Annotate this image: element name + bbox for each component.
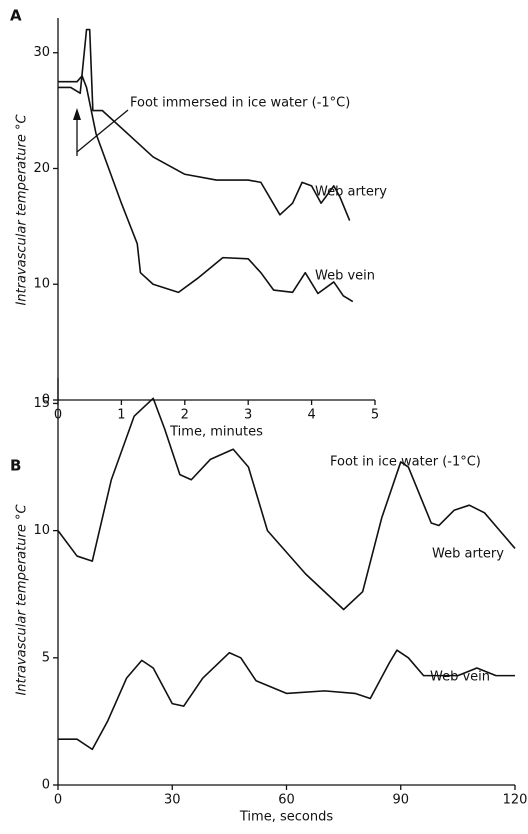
y-tick-label: 20 [33,161,50,176]
data-line [58,75,354,303]
series-label: Web vein [430,670,490,685]
data-line [58,28,351,221]
x-tick-label: 30 [164,793,181,808]
data-line [57,397,516,611]
x-axis-label: Time, seconds [239,810,333,825]
y-tick-label: 0 [42,393,50,408]
y-axis-label: Intravascular temperature °C [15,114,30,306]
annotation: Foot immersed in ice water (-1°C) [130,96,350,111]
annotation-leader [76,109,129,153]
y-axis-label: Intravascular temperature °C [15,504,30,696]
y-tick-label: 30 [33,45,50,60]
x-tick-label: 0 [54,793,62,808]
panel-label: B [10,457,21,475]
y-tick-label: 0 [42,778,50,793]
x-tick-label: 90 [392,793,409,808]
x-axis-label: Time, minutes [169,425,263,440]
y-tick-label: 15 [33,396,50,411]
annotation: Foot in ice water (-1°C) [330,455,481,470]
series-label: Web artery [432,547,504,562]
x-tick-label: 3 [244,408,252,423]
y-tick-label: 5 [42,650,50,665]
x-tick-label: 60 [278,793,295,808]
x-tick-label: 5 [371,408,379,423]
x-tick-label: 2 [181,408,189,423]
x-tick-label: 120 [503,793,528,808]
x-tick-label: 4 [307,408,315,423]
series-label: Web artery [315,185,387,200]
y-tick-label: 10 [33,277,50,292]
arrow-head [73,108,81,120]
x-tick-label: 1 [117,408,125,423]
data-line [58,649,515,751]
series-label: Web vein [315,269,375,284]
y-tick-label: 10 [33,523,50,538]
panel-label: A [10,7,22,25]
